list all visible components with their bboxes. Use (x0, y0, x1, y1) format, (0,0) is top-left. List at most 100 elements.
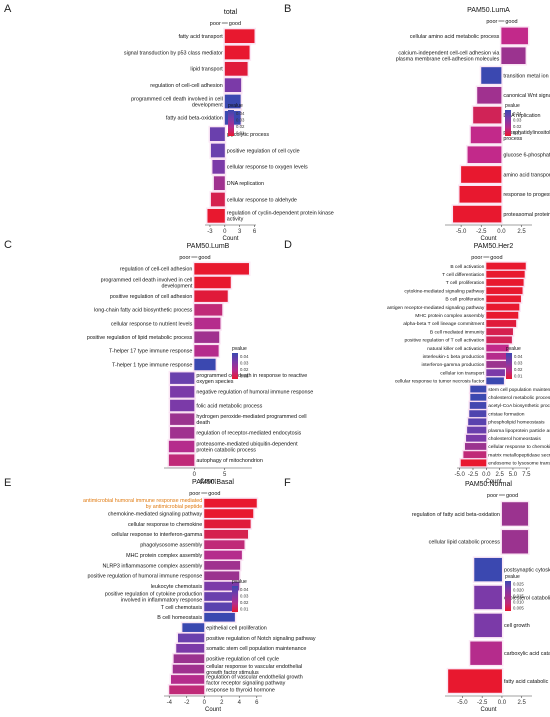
category-label: chemokine-mediated signaling pathway (108, 511, 203, 517)
bar (469, 410, 487, 418)
bar (470, 393, 487, 401)
bar (470, 385, 487, 393)
x-tick-label: -4 (167, 700, 173, 706)
legend-label: 0.04 (514, 354, 523, 359)
category-label: regulation of cyclin-dependent protein k… (227, 211, 334, 217)
category-label: carboxylic acid catabolic process (504, 651, 550, 657)
category-label: cellular ion transport (440, 370, 485, 376)
bar (168, 454, 195, 466)
legend-label: 0.04 (513, 111, 522, 116)
category-label: lipid transport (190, 67, 223, 73)
legend-label: 0.025 (513, 582, 524, 587)
chart-title: PAM50.LumA (467, 7, 510, 14)
chart-title: total (224, 9, 238, 16)
bar (170, 372, 195, 384)
bar (486, 303, 520, 311)
legend-label: 0.02 (513, 124, 522, 129)
legend-label: 0.01 (514, 373, 523, 378)
legend: pvalue 0.040.03 0.020.01 (232, 346, 249, 379)
bar (213, 176, 225, 191)
category-label: programmed cell death in response to rea… (196, 373, 307, 379)
category-label: development (192, 102, 223, 108)
x-tick-label: 6 (255, 700, 259, 706)
x-tick-label: -2.5 (477, 700, 488, 706)
bar (224, 94, 241, 109)
x-tick-label: 0.0 (482, 472, 491, 478)
bar (501, 530, 529, 554)
category-label: cholesterol homeostasis (488, 436, 541, 442)
category-label: plasma lipoprotein particle assembly (488, 428, 550, 434)
direction-poor-label: poor (179, 255, 190, 261)
category-label: involved in inflammatory response (121, 597, 203, 603)
legend-title: pvalue (232, 579, 247, 585)
x-tick-label: 0.0 (498, 700, 507, 706)
direction-poor-label: poor (487, 493, 498, 499)
bar (501, 502, 529, 526)
category-label: cellular response to vascular endothelia… (206, 664, 302, 670)
bar (461, 166, 502, 183)
bar (194, 304, 223, 316)
category-label: protein catabolic process (196, 447, 256, 453)
direction-good-label: good (198, 255, 210, 261)
x-axis-label: Count (222, 236, 238, 242)
category-label: somatic stem cell population maintenance (206, 646, 306, 652)
bar (224, 45, 250, 60)
category-label: cellular response to chemokine (128, 522, 202, 528)
legend-colorbar (232, 353, 238, 379)
bar (170, 427, 195, 439)
bar (209, 127, 225, 142)
bar (459, 185, 502, 203)
legend-title: pvalue (506, 346, 521, 352)
bar (204, 581, 240, 591)
direction-poor-label: poor (471, 255, 482, 261)
bar (204, 529, 248, 539)
category-label: response to progesterone (503, 192, 550, 198)
legend-label: 0.04 (240, 354, 249, 359)
category-label: MHC protein complex assembly (126, 553, 202, 559)
category-label: interferon-gamma production (422, 362, 485, 368)
x-tick-label: 0 (193, 472, 197, 478)
x-tick-label: 0.0 (497, 229, 506, 235)
category-label: amino acid transport (503, 172, 550, 178)
category-label: development (161, 283, 192, 289)
category-label: positive regulation of cytokine producti… (105, 591, 202, 597)
x-tick-label: -2 (184, 700, 190, 706)
bar (182, 623, 205, 632)
category-label: regulation of cell-cell adhesion (150, 83, 223, 89)
legend-label: 0.04 (236, 111, 245, 116)
category-label: fatty acid beta-oxidation (166, 116, 223, 122)
category-label: death (196, 420, 210, 426)
panel-E: E PAM50.Basal poor good antimicrobial humora… (4, 477, 316, 713)
category-label: alpha-beta T cell lineage commitment (403, 321, 485, 327)
bar (468, 418, 487, 426)
category-label: positive regulation of Notch signaling p… (206, 636, 316, 642)
category-label: calcium-independent cell-cell adhesion v… (398, 51, 499, 57)
category-label: T cell proliferation (446, 280, 485, 286)
bar (204, 592, 238, 601)
category-label: MHC protein complex assembly (415, 313, 485, 319)
legend-label: 0.03 (240, 360, 249, 365)
bar (486, 270, 525, 278)
legend: pvalue 0.040.03 0.020.01 (232, 579, 249, 612)
legend-label: 0.015 (513, 594, 524, 599)
direction-good-label: good (229, 21, 241, 27)
category-label: positive regulation of humoral immune re… (87, 574, 202, 580)
bar (204, 602, 236, 612)
direction-good-label: good (490, 255, 502, 261)
category-label: antigen receptor-mediated signaling path… (387, 305, 485, 311)
bar (194, 331, 220, 343)
category-label: proteasome-mediated ubiquitin-dependent (196, 441, 298, 447)
legend-title: pvalue (232, 346, 247, 352)
category-label: cellular response to oxygen levels (227, 165, 308, 171)
category-label: endosome to lysosome transport (488, 461, 550, 467)
legend-label: 0.04 (240, 587, 249, 592)
x-axis-label: Count (485, 479, 501, 485)
bar (170, 413, 195, 425)
bar (210, 143, 225, 158)
bar (169, 685, 205, 695)
bar (486, 336, 512, 344)
legend-label: 0.005 (513, 606, 524, 611)
category-label: DNA replication (227, 181, 264, 187)
